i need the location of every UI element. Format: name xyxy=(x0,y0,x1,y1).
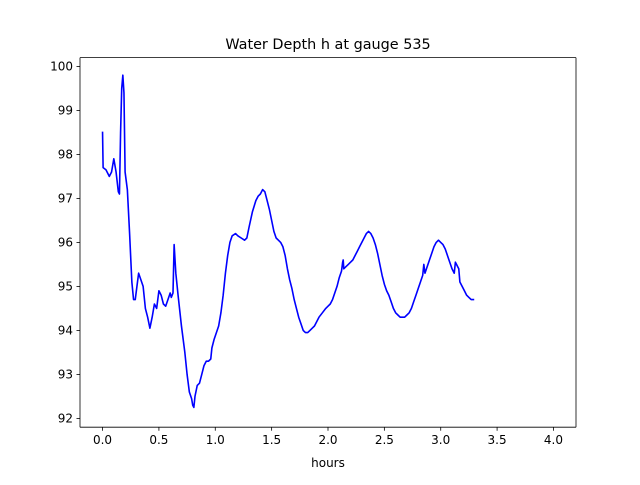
y-tick-label: 93 xyxy=(58,368,73,382)
y-tick-label: 100 xyxy=(50,60,73,74)
x-tick-label: 3.0 xyxy=(431,433,450,447)
x-tick-label: 2.0 xyxy=(318,433,337,447)
plot-area-background xyxy=(80,57,576,428)
x-tick-label: 1.5 xyxy=(262,433,281,447)
x-tick-label: 4.0 xyxy=(544,433,563,447)
y-tick-label: 94 xyxy=(58,324,73,338)
x-tick-label: 2.5 xyxy=(375,433,394,447)
series-line-0 xyxy=(101,74,475,409)
x-tick-label: 1.0 xyxy=(206,433,225,447)
x-tick-label: 3.5 xyxy=(488,433,507,447)
y-tick-label: 96 xyxy=(58,236,73,250)
y-axis-ticks: 92 93 94 95 96 97 98 99 100 xyxy=(50,60,80,426)
y-tick-label: 97 xyxy=(58,192,73,206)
y-tick-label: 92 xyxy=(58,412,73,426)
chart-title: Water Depth h at gauge 535 xyxy=(225,37,430,53)
x-axis-ticks: 0.0 0.5 1.0 1.5 2.0 2.5 3.0 3.5 4.0 xyxy=(93,427,563,447)
y-tick-label: 98 xyxy=(58,148,73,162)
x-tick-label: 0.0 xyxy=(93,433,112,447)
y-tick-label: 99 xyxy=(58,104,73,118)
series-layer xyxy=(101,74,475,409)
x-tick-label: 0.5 xyxy=(149,433,168,447)
y-tick-label: 95 xyxy=(58,280,73,294)
x-axis-label: hours xyxy=(311,456,345,470)
